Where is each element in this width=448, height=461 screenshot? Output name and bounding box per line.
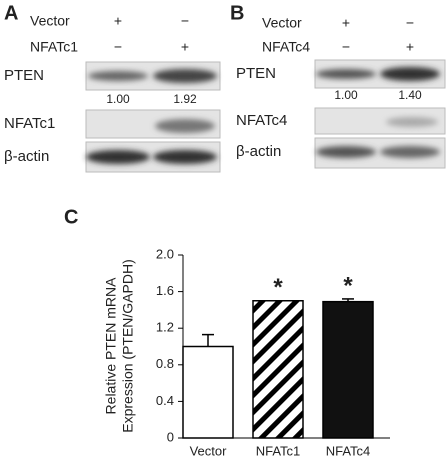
y-tick-label: 2.0 (156, 246, 174, 261)
condition-mark: + (406, 39, 414, 55)
y-axis-label: Relative PTEN mRNA (103, 277, 119, 415)
y-tick-label: 1.2 (156, 320, 174, 335)
condition-mark: − (181, 13, 189, 29)
x-tick-label: NFATc1 (256, 443, 301, 458)
band-quant: 1.92 (173, 92, 197, 106)
blot-label: PTEN (236, 65, 276, 82)
blot-label: β-actin (4, 148, 49, 165)
y-tick-label: 0.4 (156, 393, 174, 408)
condition-mark: + (342, 15, 350, 31)
band-quant: 1.00 (334, 88, 358, 102)
x-tick-label: Vector (190, 443, 228, 458)
condition-mark: − (406, 15, 414, 31)
condition-mark: + (114, 13, 122, 29)
panel-label: A (4, 2, 18, 24)
bar (182, 345, 234, 439)
blot-label: PTEN (4, 67, 44, 84)
band-quant: 1.40 (398, 88, 422, 102)
bar (322, 300, 374, 439)
y-axis-label: Expression (PTEN/GAPDH) (120, 259, 136, 432)
blot-label: NFATc1 (4, 115, 55, 132)
condition-mark: + (181, 39, 189, 55)
blot-label: NFATc4 (236, 112, 287, 129)
condition-label: Vector (30, 13, 70, 29)
panel-label: C (64, 206, 78, 228)
significance-mark: * (343, 272, 353, 299)
blot-label: β-actin (236, 143, 281, 160)
condition-label: Vector (262, 15, 302, 31)
blot-images (85, 59, 446, 173)
x-tick-label: NFATc4 (326, 443, 371, 458)
panel-label: B (230, 2, 244, 24)
band-quant: 1.00 (106, 92, 130, 106)
bar (252, 300, 304, 439)
y-tick-label: 0 (167, 429, 174, 444)
y-tick-label: 1.6 (156, 283, 174, 298)
condition-mark: − (342, 39, 350, 55)
condition-label: NFATc4 (262, 39, 310, 55)
condition-mark: − (114, 39, 122, 55)
y-tick-label: 0.8 (156, 356, 174, 371)
significance-mark: * (273, 274, 283, 301)
condition-label: NFATc1 (30, 39, 78, 55)
